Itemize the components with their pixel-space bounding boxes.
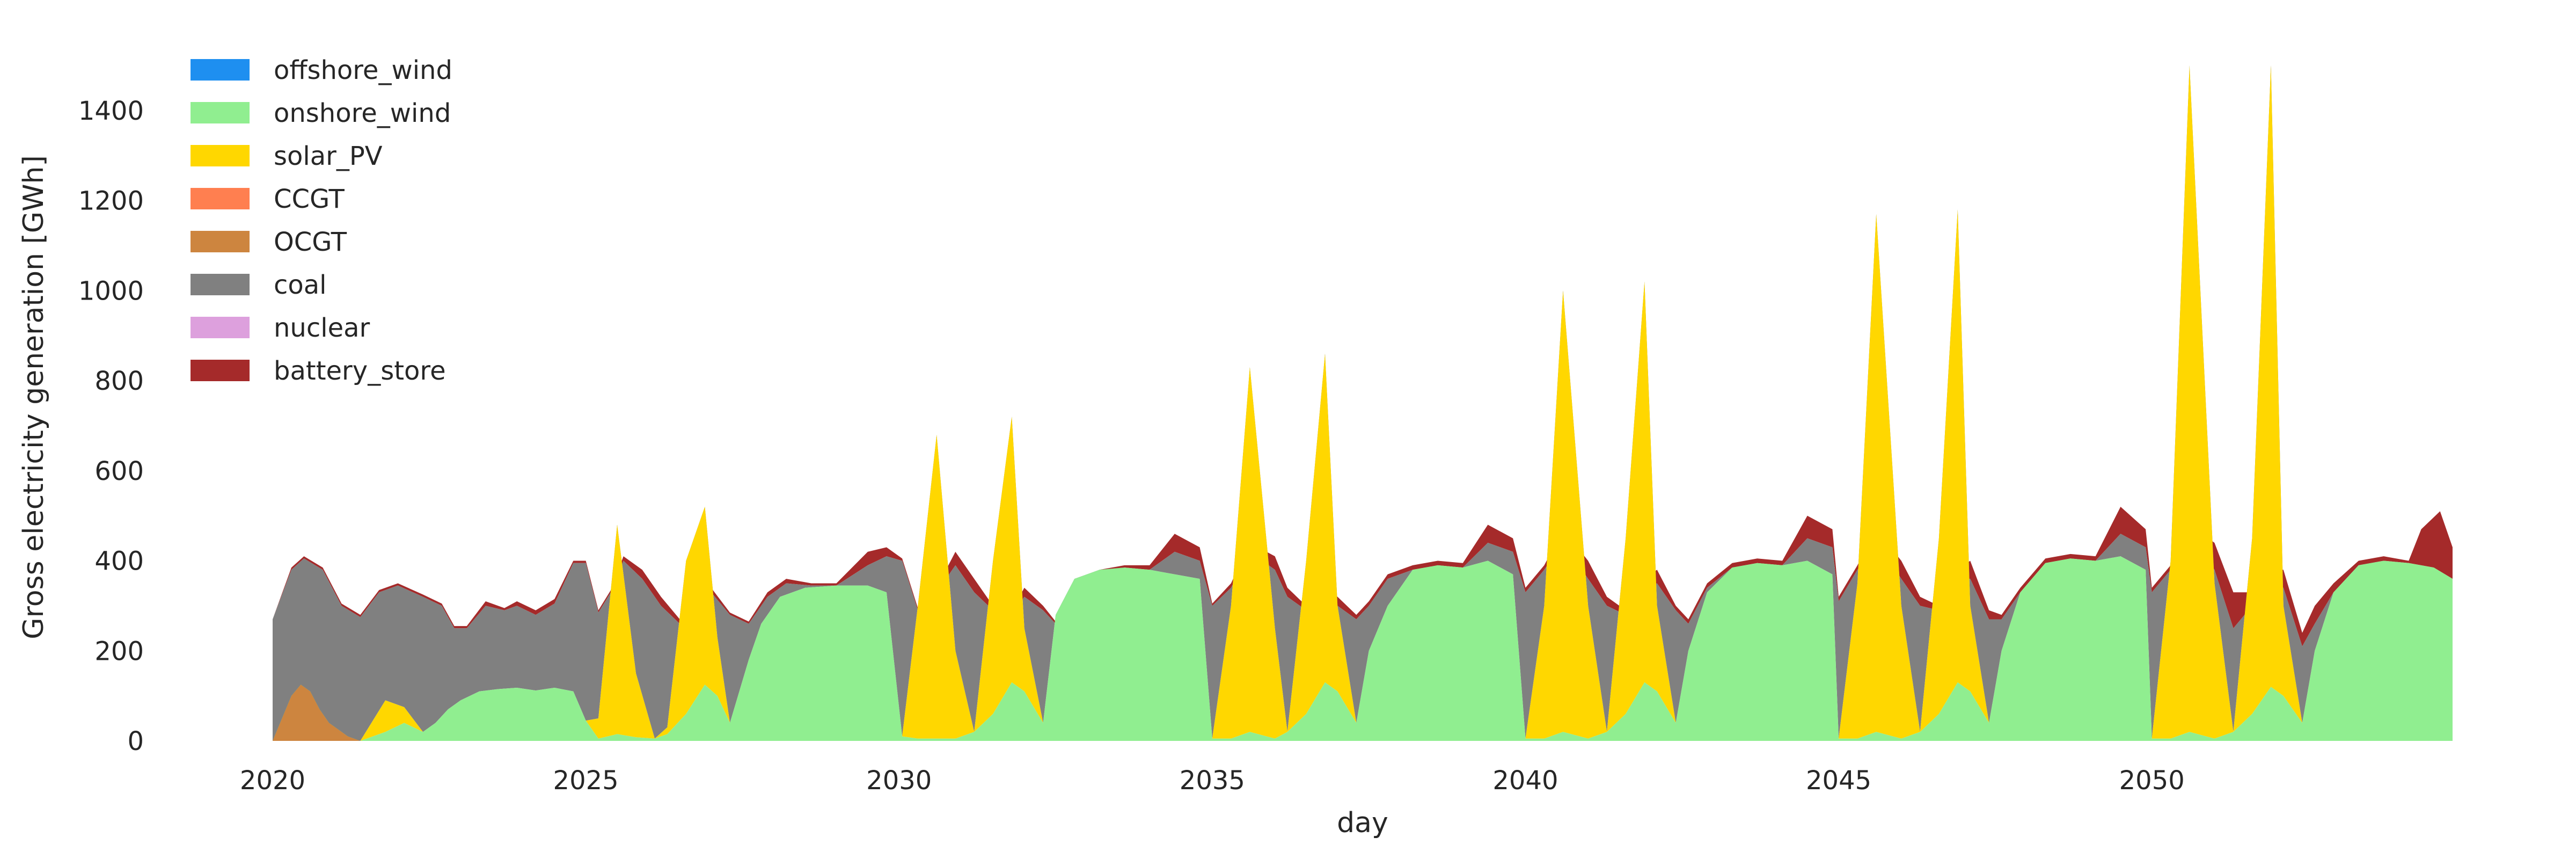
- y-tick-label: 600: [94, 456, 144, 486]
- legend-label-solar-PV: solar_PV: [274, 141, 383, 171]
- stacked-area-layers: [273, 65, 2453, 741]
- legend-swatch-solar-PV: [191, 145, 250, 166]
- x-tick-label: 2030: [866, 766, 932, 796]
- x-tick-label: 2040: [1492, 766, 1558, 796]
- legend-label-battery-store: battery_store: [274, 356, 446, 386]
- y-tick-label: 1000: [78, 276, 144, 306]
- legend-label-coal: coal: [274, 270, 327, 300]
- area-coal: [273, 65, 2453, 741]
- y-tick-label: 800: [94, 366, 144, 396]
- legend-swatch-OCGT: [191, 231, 250, 252]
- legend-label-offshore-wind: offshore_wind: [274, 55, 452, 85]
- y-tick-label: 1400: [78, 96, 144, 126]
- legend: offshore_wind onshore_wind solar_PV CCGT OCG…: [191, 55, 452, 386]
- x-axis-ticks: 2020 2025 2030 2035 2040 2045 2050: [240, 766, 2185, 796]
- x-tick-label: 2020: [240, 766, 305, 796]
- legend-swatch-battery-store: [191, 360, 250, 381]
- y-axis-ticks: 0 200 400 600 800 1000 1200 1400: [78, 96, 144, 756]
- x-tick-label: 2045: [1806, 766, 1871, 796]
- legend-swatch-CCGT: [191, 188, 250, 209]
- legend-swatch-onshore-wind: [191, 102, 250, 123]
- legend-swatch-coal: [191, 274, 250, 295]
- y-tick-label: 400: [94, 547, 144, 577]
- legend-label-OCGT: OCGT: [274, 227, 347, 257]
- y-tick-label: 1200: [78, 186, 144, 216]
- y-tick-label: 200: [94, 636, 144, 666]
- legend-label-CCGT: CCGT: [274, 184, 345, 214]
- legend-swatch-nuclear: [191, 317, 250, 338]
- x-axis-title: day: [1337, 807, 1388, 839]
- legend-swatch-offshore-wind: [191, 59, 250, 81]
- area-onshore-wind: [273, 556, 2453, 741]
- legend-label-nuclear: nuclear: [274, 313, 370, 343]
- y-axis-title: Gross electricity generation [GWh]: [18, 155, 50, 639]
- x-tick-label: 2025: [553, 766, 619, 796]
- y-tick-label: 0: [127, 726, 144, 756]
- x-tick-label: 2050: [2119, 766, 2185, 796]
- x-tick-label: 2035: [1180, 766, 1245, 796]
- legend-label-onshore-wind: onshore_wind: [274, 98, 451, 128]
